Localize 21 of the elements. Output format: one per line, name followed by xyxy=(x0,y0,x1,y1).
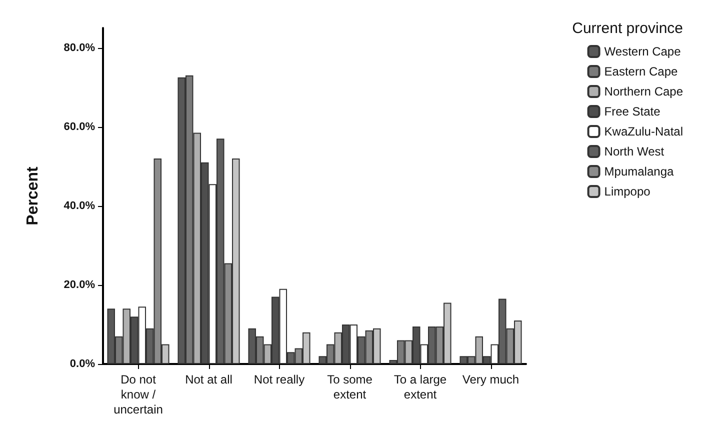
x-tick-label: To a large extent xyxy=(394,372,447,402)
x-tick-label: Not really xyxy=(254,372,305,386)
x-tick-label: Very much xyxy=(462,372,520,386)
y-tick-label: 40.0% xyxy=(64,200,96,212)
y-axis-title: Percent xyxy=(24,166,42,226)
legend-label: Eastern Cape xyxy=(604,64,678,78)
legend-label: Northern Cape xyxy=(604,84,684,98)
legend-label: Western Cape xyxy=(604,44,682,58)
y-tick-label: 80.0% xyxy=(64,42,96,54)
x-tick-label: To some extent xyxy=(327,372,373,402)
x-tick-label: Not at all xyxy=(185,372,232,386)
y-tick-label: 0.0% xyxy=(70,358,96,370)
legend-label: Limpopo xyxy=(604,184,651,198)
legend-label: KwaZulu-Natal xyxy=(604,124,683,138)
x-tick-label: Do not know / uncertain xyxy=(114,372,163,416)
legend-label: Free State xyxy=(604,104,661,118)
y-tick-label: 60.0% xyxy=(64,120,96,133)
legend-title: Current province xyxy=(572,20,684,37)
legend-label: Mpumalanga xyxy=(604,164,674,178)
y-tick-label: 20.0% xyxy=(64,278,96,291)
legend-label: North West xyxy=(604,144,665,158)
